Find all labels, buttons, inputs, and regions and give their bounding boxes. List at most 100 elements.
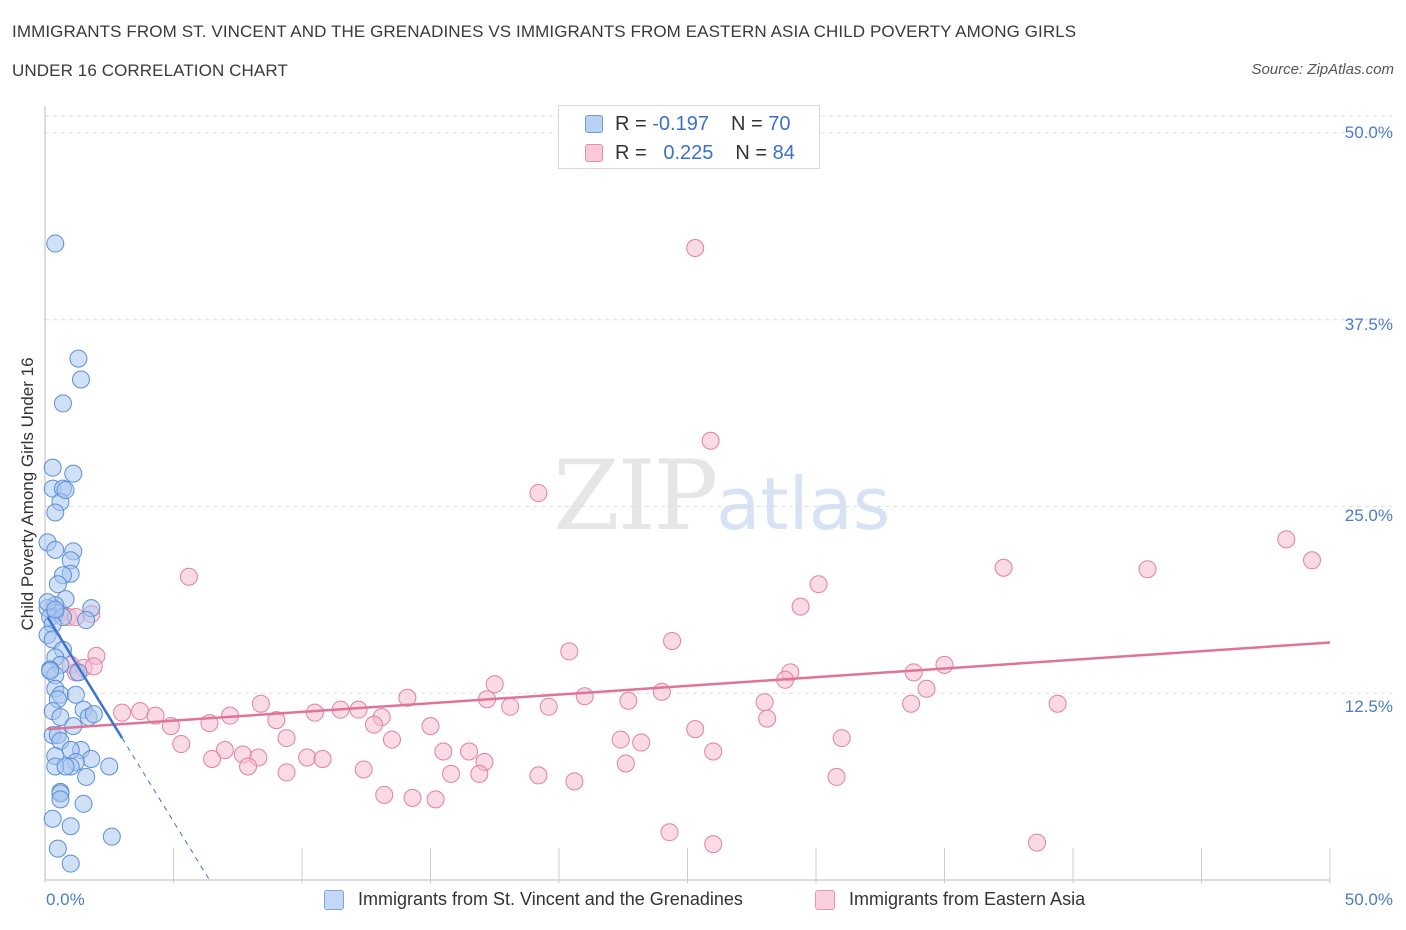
series-eastern-asia xyxy=(51,239,1322,854)
y-tick-label-50: 50.0% xyxy=(1344,123,1393,142)
point-eastern-asia-81 xyxy=(704,835,723,854)
legend-item-eastern-asia: Immigrants from Eastern Asia xyxy=(815,889,1085,910)
watermark: ZIPatlas xyxy=(553,440,890,552)
trend-lines xyxy=(46,616,1331,881)
point-eastern-asia-78 xyxy=(403,788,422,807)
point-eastern-asia-71 xyxy=(277,763,296,782)
point-eastern-asia-75 xyxy=(827,767,846,786)
stats-r-label: R = xyxy=(615,141,647,164)
point-st-vincent-49 xyxy=(82,749,101,768)
point-eastern-asia-31 xyxy=(755,693,774,712)
point-st-vincent-40 xyxy=(51,708,70,727)
point-st-vincent-64 xyxy=(61,854,80,873)
point-eastern-asia-7 xyxy=(1138,560,1157,579)
point-st-vincent-62 xyxy=(102,827,121,846)
point-st-vincent-54 xyxy=(100,757,119,776)
point-eastern-asia-41 xyxy=(131,702,150,721)
point-eastern-asia-9 xyxy=(791,597,810,616)
y-tick-label-37-5: 37.5% xyxy=(1344,315,1393,334)
point-st-vincent-63 xyxy=(48,839,67,858)
legend-label-st-vincent: Immigrants from St. Vincent and the Gren… xyxy=(358,889,743,909)
point-eastern-asia-24 xyxy=(485,675,504,694)
point-st-vincent-4 xyxy=(43,458,62,477)
point-eastern-asia-63 xyxy=(203,749,222,768)
point-eastern-asia-58 xyxy=(215,741,234,760)
stats-box: R = -0.197 N = 70 R = 0.225 N = 84 xyxy=(558,105,820,169)
point-eastern-asia-50 xyxy=(421,717,440,736)
point-st-vincent-59 xyxy=(74,794,93,813)
watermark-zip: ZIP xyxy=(553,440,718,552)
point-st-vincent-32 xyxy=(69,663,88,682)
point-eastern-asia-26 xyxy=(652,682,671,701)
point-eastern-asia-28 xyxy=(619,691,638,710)
legend-label-eastern-asia: Immigrants from Eastern Asia xyxy=(849,889,1086,909)
point-eastern-asia-29 xyxy=(398,688,417,707)
point-eastern-asia-51 xyxy=(686,720,705,739)
point-eastern-asia-56 xyxy=(632,733,651,752)
gridlines xyxy=(45,115,1392,694)
point-st-vincent-68 xyxy=(46,600,65,619)
point-eastern-asia-22 xyxy=(904,663,923,682)
point-st-vincent-61 xyxy=(61,817,80,836)
chart-title-line-1: IMMIGRANTS FROM ST. VINCENT AND THE GREN… xyxy=(12,22,1077,41)
point-st-vincent-66 xyxy=(41,661,60,680)
point-eastern-asia-8 xyxy=(809,575,828,594)
stats-row-eastern-asia: R = 0.225 N = 84 xyxy=(585,139,795,167)
point-eastern-asia-66 xyxy=(313,749,332,768)
point-st-vincent-3 xyxy=(53,394,72,413)
point-eastern-asia-45 xyxy=(758,709,777,728)
point-st-vincent-5 xyxy=(64,464,83,483)
point-eastern-asia-59 xyxy=(434,742,453,761)
point-st-vincent-53 xyxy=(56,757,75,776)
point-eastern-asia-65 xyxy=(298,748,317,767)
point-eastern-asia-1 xyxy=(701,431,720,450)
point-eastern-asia-49 xyxy=(364,715,383,734)
point-eastern-asia-68 xyxy=(616,754,635,773)
x-tick-label-50: 50.0% xyxy=(1344,890,1393,909)
point-eastern-asia-20 xyxy=(935,655,954,674)
point-eastern-asia-60 xyxy=(460,742,479,761)
point-eastern-asia-36 xyxy=(539,697,558,716)
series-st-vincent xyxy=(38,234,121,873)
point-st-vincent-69 xyxy=(56,481,75,500)
stats-r-value: 0.225 xyxy=(663,141,714,164)
point-eastern-asia-13 xyxy=(663,631,682,650)
point-st-vincent-0 xyxy=(46,234,65,253)
point-eastern-asia-69 xyxy=(239,757,258,776)
point-st-vincent-55 xyxy=(77,767,96,786)
point-st-vincent-60 xyxy=(43,809,62,828)
point-eastern-asia-53 xyxy=(832,729,851,748)
point-st-vincent-24 xyxy=(77,611,96,630)
point-st-vincent-9 xyxy=(46,503,65,522)
point-st-vincent-67 xyxy=(84,705,103,724)
axes xyxy=(44,106,1331,883)
stats-n-label: N = xyxy=(730,112,763,135)
point-st-vincent-1 xyxy=(69,349,88,368)
point-eastern-asia-5 xyxy=(1303,551,1322,570)
point-st-vincent-11 xyxy=(46,540,65,559)
trend-line-st-vincent-extension xyxy=(121,737,210,881)
stats-n-value: 70 xyxy=(768,112,791,135)
point-st-vincent-36 xyxy=(66,685,85,704)
point-eastern-asia-42 xyxy=(146,706,165,725)
point-eastern-asia-80 xyxy=(660,823,679,842)
point-eastern-asia-70 xyxy=(354,760,373,779)
stats-swatch-eastern-asia xyxy=(585,144,603,162)
point-eastern-asia-3 xyxy=(179,567,198,586)
point-eastern-asia-33 xyxy=(1048,694,1067,713)
point-eastern-asia-32 xyxy=(902,694,921,713)
point-eastern-asia-0 xyxy=(686,239,705,258)
point-eastern-asia-57 xyxy=(172,735,191,754)
trend-line-eastern-asia xyxy=(47,641,1331,731)
point-eastern-asia-27 xyxy=(575,687,594,706)
point-eastern-asia-46 xyxy=(267,711,286,730)
point-eastern-asia-77 xyxy=(375,785,394,804)
point-eastern-asia-52 xyxy=(277,729,296,748)
legend-swatch-eastern-asia xyxy=(815,889,835,910)
point-eastern-asia-2 xyxy=(529,484,548,503)
point-eastern-asia-72 xyxy=(442,764,461,783)
y-tick-label-25: 25.0% xyxy=(1344,506,1393,525)
stats-swatch-st-vincent xyxy=(585,115,603,133)
point-eastern-asia-73 xyxy=(470,764,489,783)
